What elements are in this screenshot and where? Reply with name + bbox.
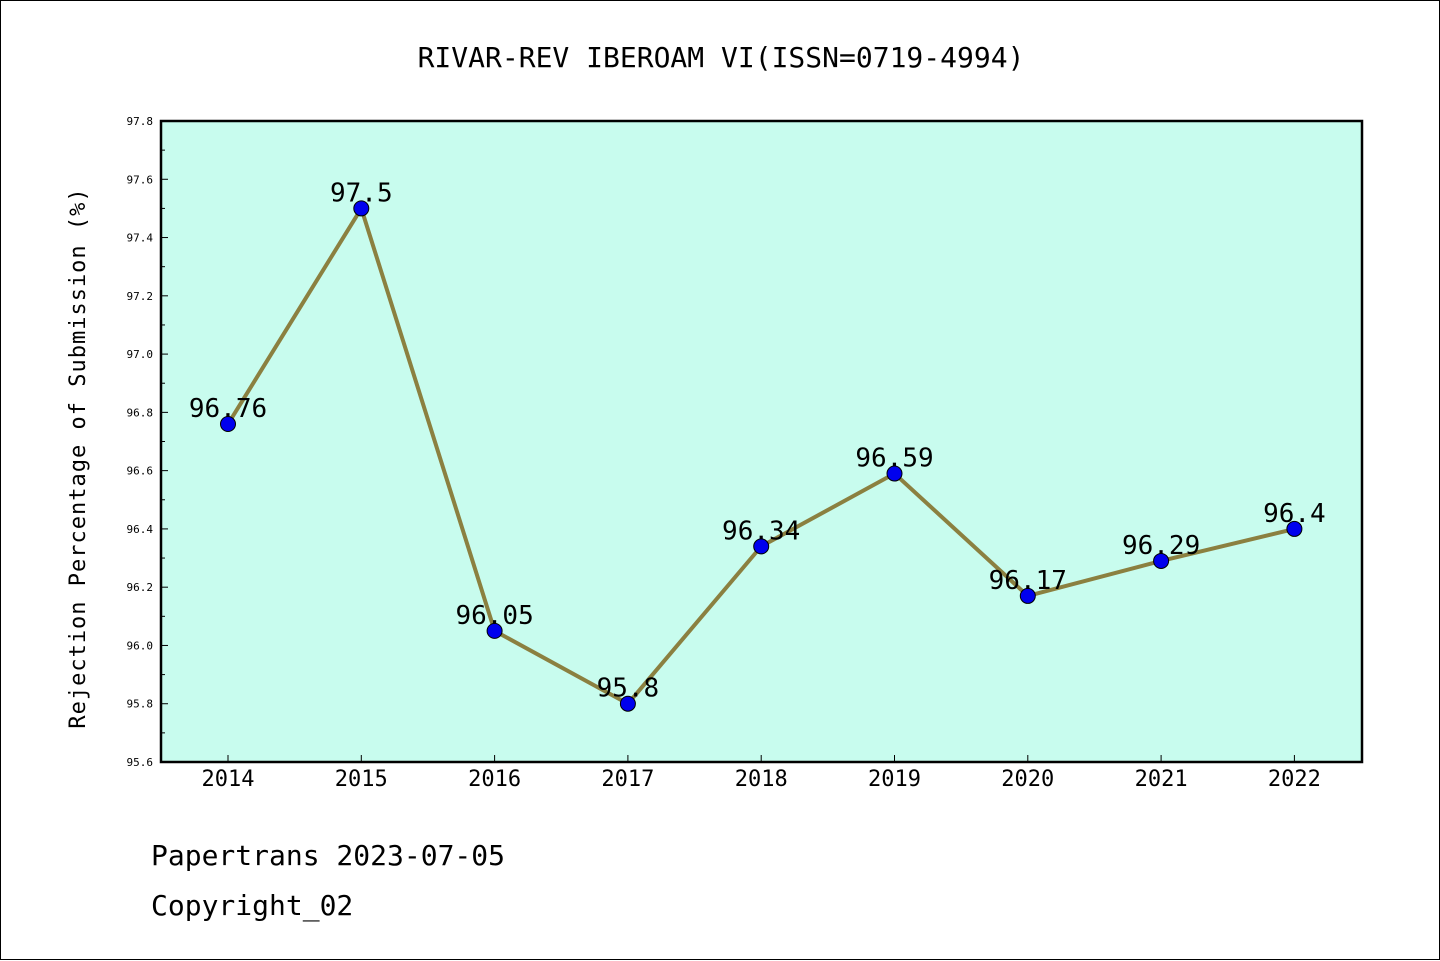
data-point — [220, 416, 236, 433]
x-tick-label: 2022 — [1268, 767, 1321, 792]
y-tick-label: 97.2 — [127, 290, 154, 303]
data-point — [619, 695, 636, 712]
x-tick-label: 2019 — [868, 767, 921, 792]
data-labels: 96.76 97.5 96.05 95.8 96.34 96.59 96.17 96.29 96… — [189, 178, 1326, 703]
x-tick-label: 2020 — [1001, 767, 1054, 792]
data-point — [886, 465, 903, 482]
x-tick-label: 2018 — [735, 767, 788, 792]
x-tick-label: 2016 — [468, 767, 521, 792]
x-tick-label: 2021 — [1135, 767, 1188, 792]
data-point — [1286, 520, 1303, 537]
y-tick-label: 95.8 — [127, 698, 154, 711]
data-label: 96.59 — [855, 444, 933, 474]
series-markers — [220, 200, 1303, 712]
x-tick-label: 2015 — [335, 767, 388, 792]
footer-papertrans: Papertrans 2023-07-05 — [151, 839, 505, 872]
data-label: 96.29 — [1122, 531, 1200, 561]
y-axis: 95.6 95.8 96.0 96.2 96.4 96.6 96.8 97.0 97.2 97.4… — [127, 115, 168, 769]
footer-copyright: Copyright_02 — [151, 889, 353, 923]
data-point — [353, 200, 370, 217]
chart-title: RIVAR-REV IBEROAM VI(ISSN=0719-4994) — [418, 41, 1025, 74]
y-tick-label: 96.2 — [127, 581, 154, 594]
data-point — [1153, 552, 1170, 569]
x-tick-label: 2017 — [601, 767, 654, 792]
y-tick-label: 96.6 — [127, 465, 154, 478]
data-label: 96.17 — [989, 566, 1067, 596]
x-axis: 2014 2015 2016 2017 2018 2019 2020 2021 2022 — [202, 755, 1321, 792]
y-axis-label: Rejection Percentage of Submission (%) — [66, 187, 91, 728]
data-label: 96.05 — [455, 601, 533, 631]
data-label: 95.8 — [597, 674, 660, 704]
x-tick-label: 2014 — [202, 767, 255, 792]
y-tick-label: 97.4 — [127, 232, 154, 245]
y-tick-label: 97.0 — [127, 348, 154, 361]
y-tick-label: 95.6 — [127, 756, 154, 769]
y-tick-label: 97.6 — [127, 173, 154, 186]
data-label: 96.76 — [189, 394, 267, 424]
data-point — [753, 538, 770, 555]
plot-area — [159, 119, 1364, 764]
data-label: 96.4 — [1263, 499, 1326, 529]
data-point — [1019, 587, 1036, 604]
y-tick-label: 96.4 — [127, 523, 154, 536]
y-tick-label: 96.8 — [127, 406, 154, 419]
y-tick-label: 96.0 — [127, 639, 154, 652]
data-label: 96.34 — [722, 516, 800, 546]
y-tick-label: 97.8 — [127, 115, 154, 128]
data-point — [486, 622, 503, 639]
data-label: 97.5 — [330, 178, 393, 208]
